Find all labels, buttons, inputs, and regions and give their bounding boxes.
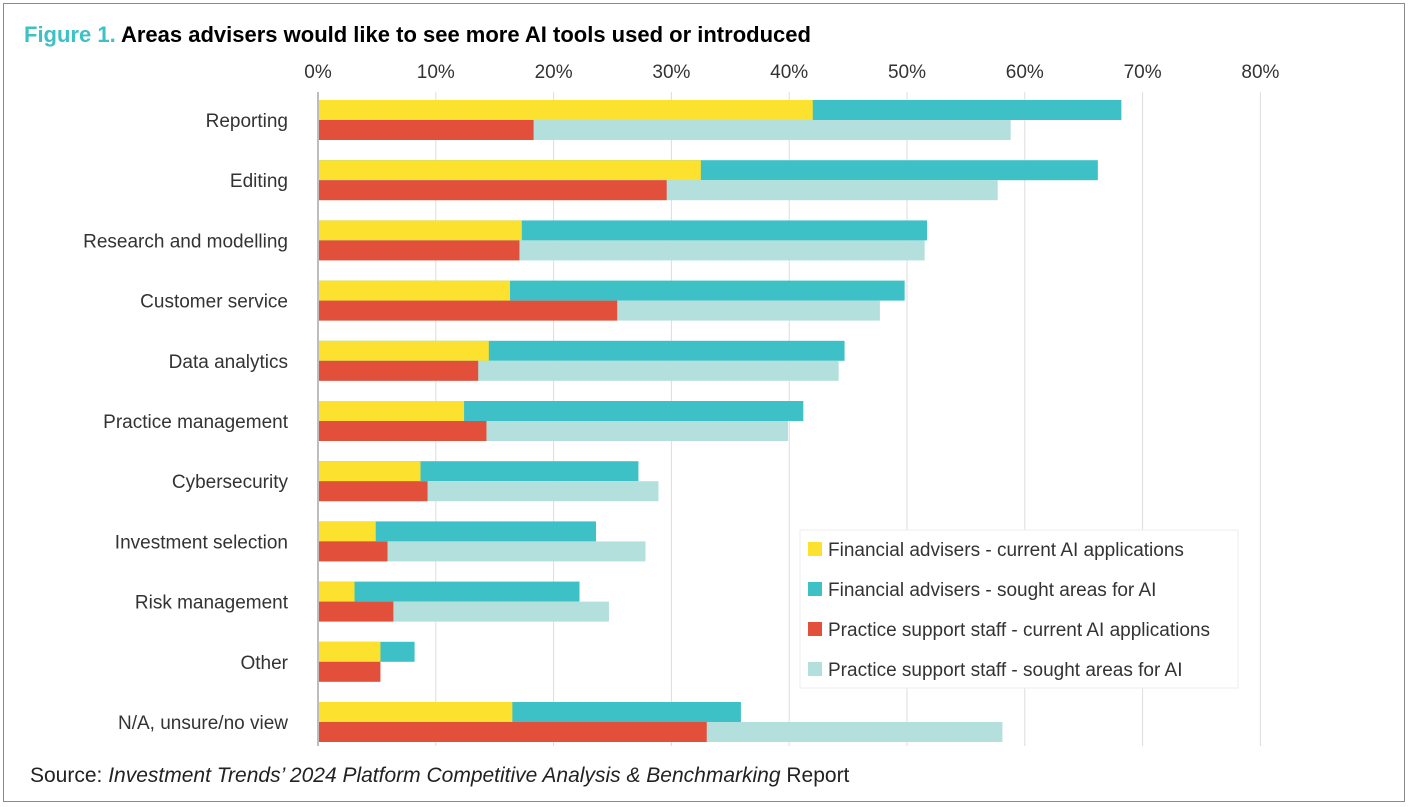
- bar-fa-current: [318, 641, 381, 662]
- figure-label: Figure 1.: [24, 22, 116, 47]
- category-label: Reporting: [206, 111, 288, 132]
- bar-fa-current: [318, 100, 813, 120]
- bar-fa-current: [318, 702, 513, 722]
- bar-fa-current: [318, 401, 465, 421]
- legend-swatch: [808, 662, 822, 676]
- figure-frame: [3, 3, 1405, 802]
- source-title: Investment Trends’ 2024 Platform Competi…: [108, 764, 781, 787]
- x-tick-label: 40%: [770, 62, 808, 83]
- bar-ps-current: [318, 300, 618, 321]
- category-label: Practice management: [103, 412, 289, 433]
- legend-swatch: [808, 582, 822, 596]
- bar-ps-current: [318, 541, 388, 562]
- x-tick-label: 30%: [652, 62, 690, 83]
- x-tick-label: 10%: [417, 62, 455, 83]
- category-label: Data analytics: [169, 352, 288, 373]
- bar-chart: 0% 10% 20% 30% 40% 50% 60% 70% 80% Reporting Editi…: [83, 62, 1280, 746]
- category-label: Other: [240, 653, 288, 674]
- source-prefix: Source:: [30, 764, 109, 787]
- source-note: Source: Investment Trends’ 2024 Platform…: [30, 764, 849, 788]
- figure-title-text: Areas advisers would like to see more AI…: [120, 22, 811, 47]
- category-label: N/A, unsure/no view: [118, 713, 288, 734]
- x-tick-label: 70%: [1124, 62, 1162, 83]
- legend-swatch: [808, 622, 822, 636]
- bar-fa-current: [318, 521, 376, 542]
- x-tick-label: 50%: [888, 62, 926, 83]
- bar-ps-current: [318, 120, 534, 140]
- category-label: Risk management: [135, 593, 289, 614]
- category-label: Customer service: [140, 292, 288, 313]
- x-tick-label: 60%: [1006, 62, 1044, 83]
- bar-fa-current: [318, 461, 421, 482]
- bar-ps-current: [318, 240, 520, 261]
- category-label: Research and modelling: [83, 231, 288, 252]
- x-tick-label: 0%: [304, 62, 332, 83]
- axis-layer: 0% 10% 20% 30% 40% 50% 60% 70% 80% Reporting Editi…: [83, 62, 1280, 746]
- bar-ps-current: [318, 481, 428, 502]
- bar-fa-current: [318, 220, 522, 241]
- bar-fa-current: [318, 581, 355, 602]
- legend-box: [799, 529, 1239, 689]
- bar-ps-current: [318, 180, 667, 201]
- legend-label: Practice support staff - sought areas fo…: [828, 660, 1183, 681]
- legend-swatch: [808, 542, 822, 556]
- category-label: Cybersecurity: [172, 472, 289, 493]
- bar-ps-current: [318, 661, 381, 682]
- bar-ps-sought: [318, 541, 646, 562]
- bars-layer: [318, 100, 1122, 742]
- bar-ps-current: [318, 601, 394, 622]
- legend-label: Financial advisers - sought areas for AI: [828, 580, 1156, 601]
- bar-ps-current: [318, 360, 479, 381]
- category-label: Investment selection: [115, 532, 288, 553]
- bar-fa-sought: [318, 521, 597, 542]
- figure-title: Figure 1. Areas advisers would like to s…: [24, 22, 811, 48]
- legend-label: Financial advisers - current AI applicat…: [828, 540, 1184, 561]
- legend-label: Practice support staff - current AI appl…: [828, 620, 1210, 641]
- bar-ps-current: [318, 722, 707, 742]
- source-suffix: Report: [780, 764, 850, 787]
- bar-fa-current: [318, 340, 489, 361]
- bar-ps-current: [318, 421, 487, 441]
- bar-fa-current: [318, 160, 701, 181]
- legend: Financial advisers - current AI applicat…: [799, 529, 1239, 689]
- bar-fa-current: [318, 280, 511, 301]
- bar-fa-sought: [318, 581, 580, 602]
- x-tick-label: 80%: [1241, 62, 1279, 83]
- x-tick-label: 20%: [535, 62, 573, 83]
- category-label: Editing: [230, 171, 288, 192]
